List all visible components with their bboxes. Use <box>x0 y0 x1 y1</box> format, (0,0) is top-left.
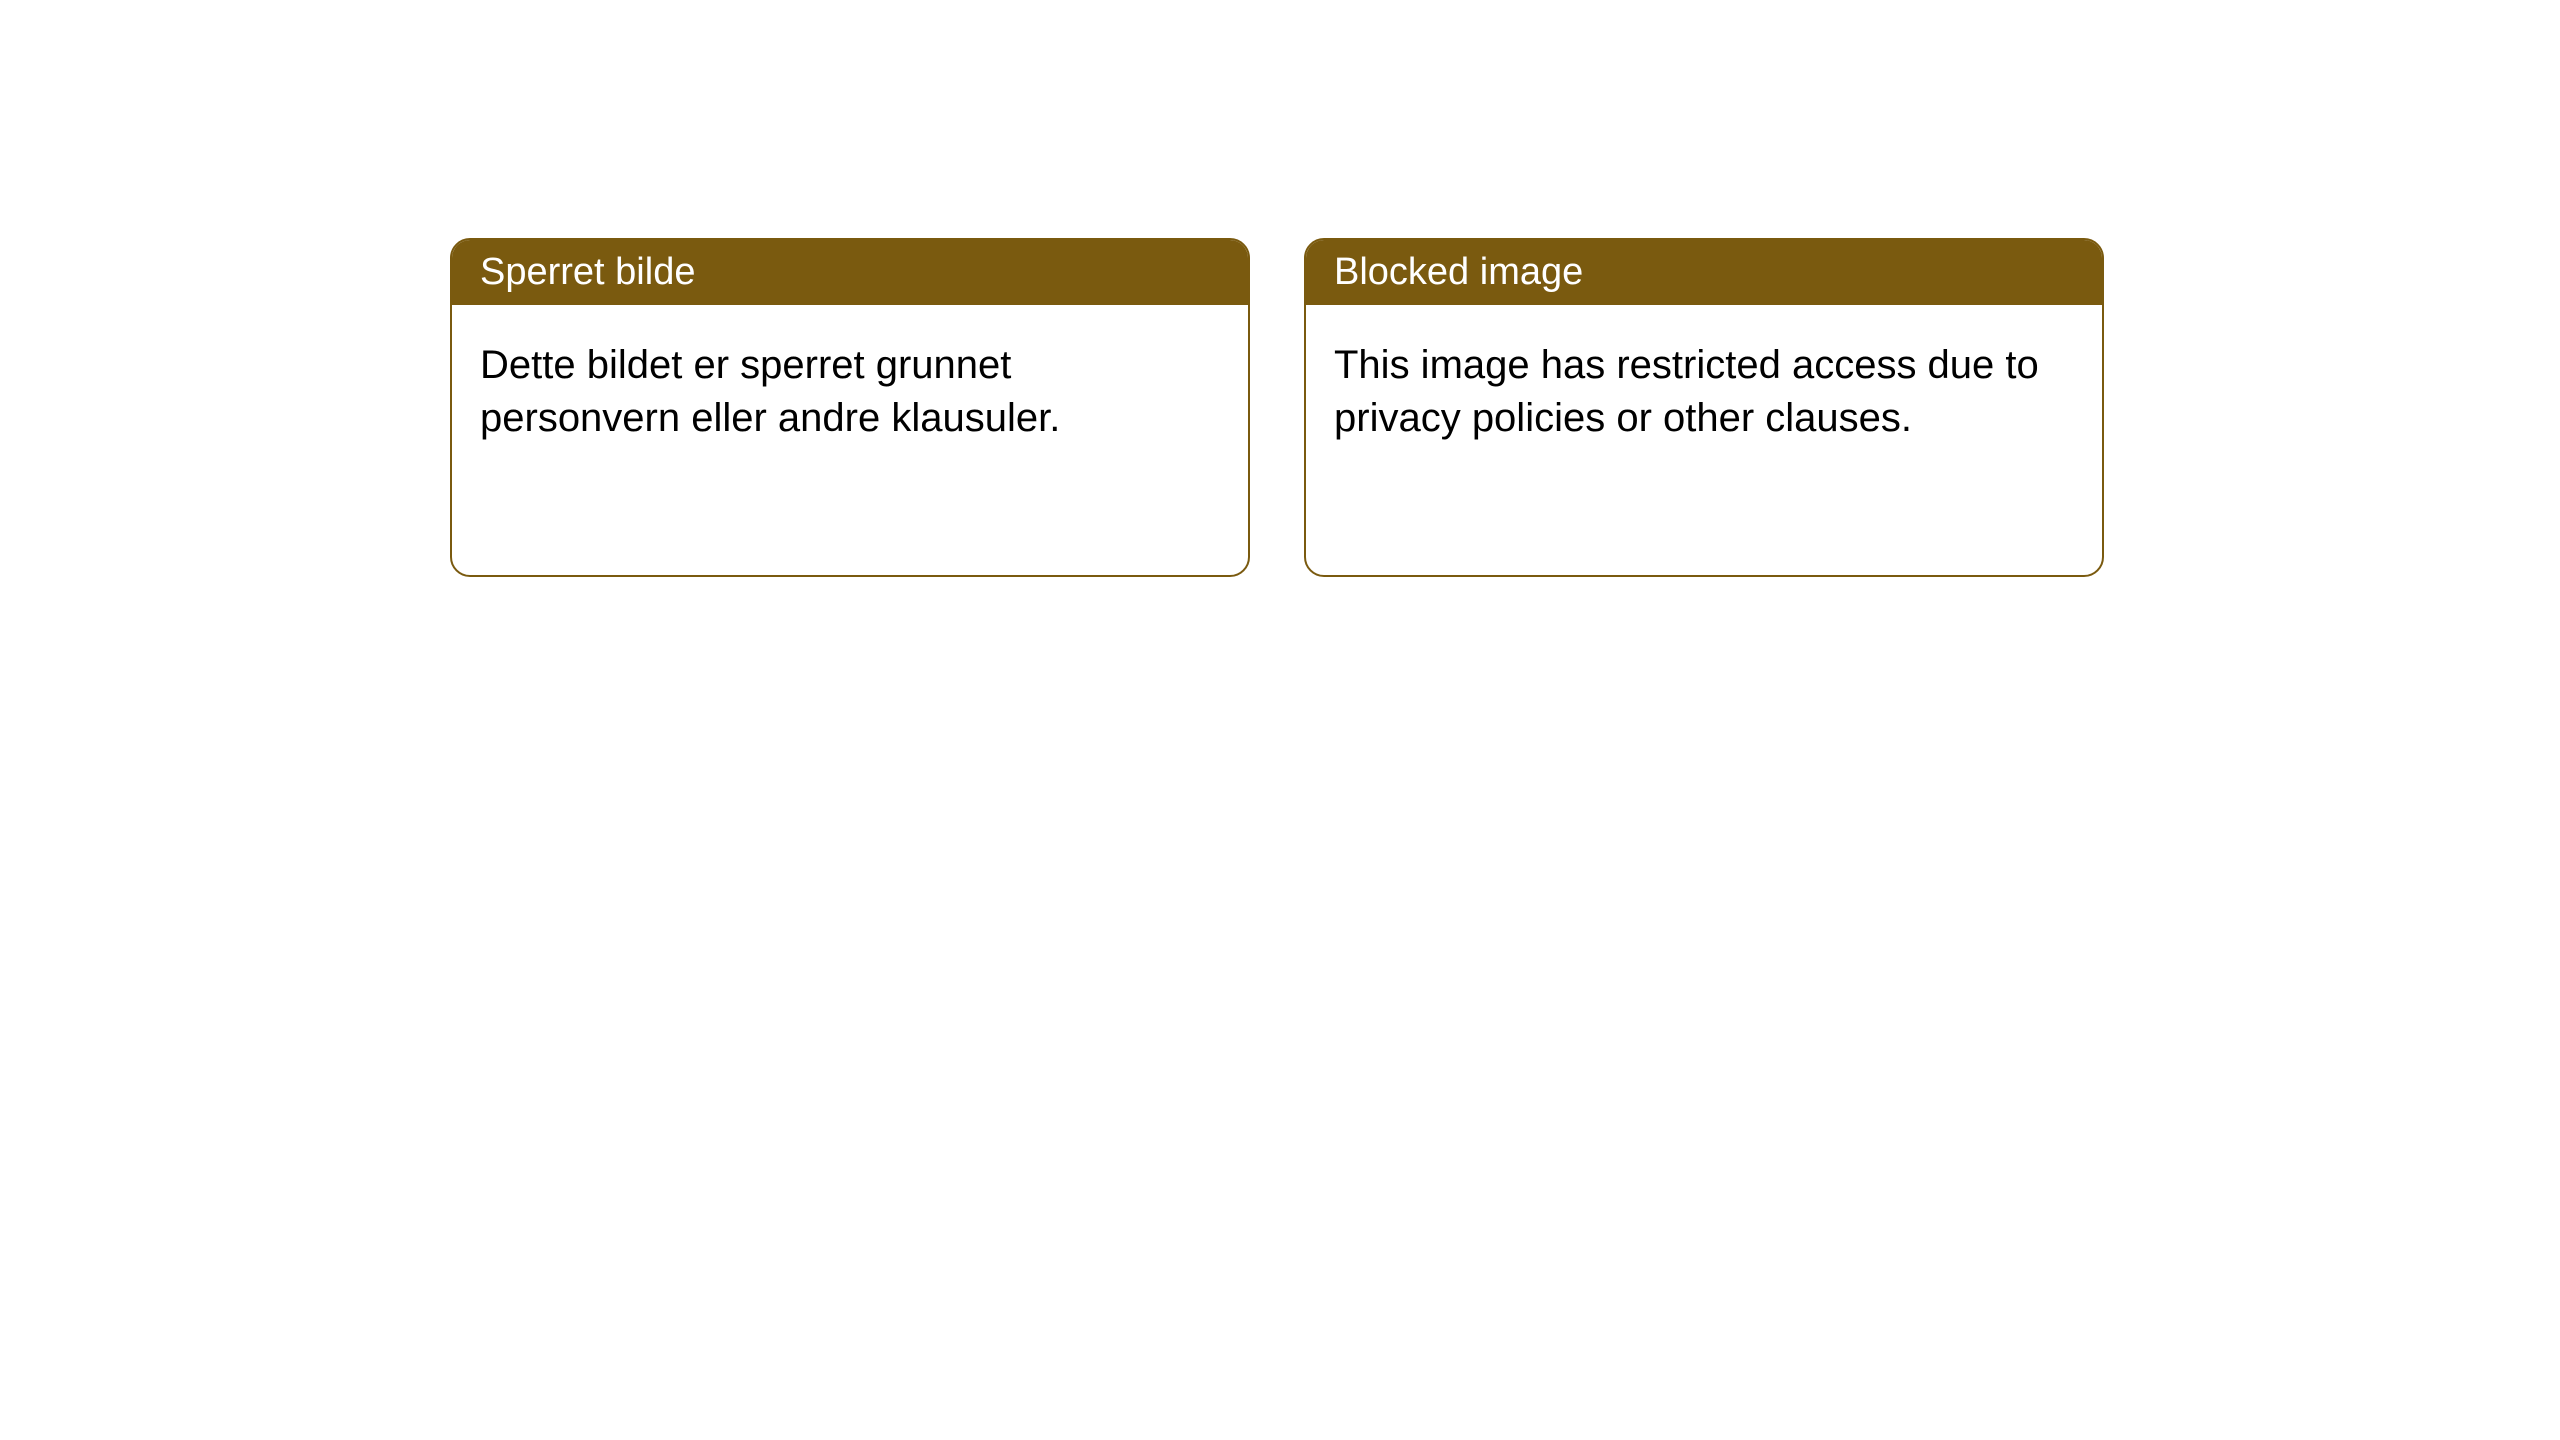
notice-header: Sperret bilde <box>452 240 1248 305</box>
notice-container: Sperret bilde Dette bildet er sperret gr… <box>0 0 2560 577</box>
notice-header: Blocked image <box>1306 240 2102 305</box>
notice-body: This image has restricted access due to … <box>1306 305 2102 575</box>
notice-card-norwegian: Sperret bilde Dette bildet er sperret gr… <box>450 238 1250 577</box>
notice-card-english: Blocked image This image has restricted … <box>1304 238 2104 577</box>
notice-body: Dette bildet er sperret grunnet personve… <box>452 305 1248 575</box>
